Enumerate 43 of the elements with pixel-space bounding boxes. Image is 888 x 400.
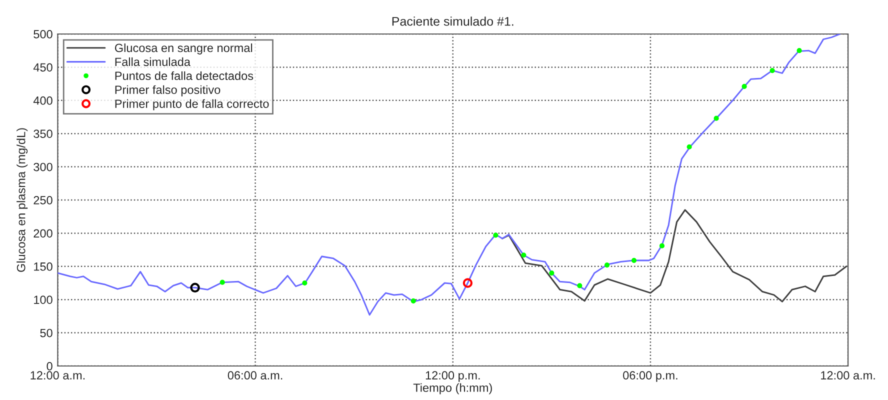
x-tick-label: 12:00 a.m. [30, 371, 85, 380]
y-tick-label: 50 [40, 328, 52, 338]
point [220, 280, 225, 285]
point [631, 258, 637, 263]
y-tick-label: 0 [46, 362, 52, 370]
line-series [58, 34, 841, 316]
legend-label: Primer punto de falla correcto [115, 99, 269, 110]
y-tick-label: 350 [34, 130, 52, 138]
y-tick-label: 400 [33, 96, 52, 105]
point [770, 68, 775, 74]
x-tick-label: 12:00 a.m. [821, 371, 875, 380]
legend-label: Puntos de falla detectados [115, 71, 254, 80]
y-tick-label: 100 [34, 296, 52, 304]
x-axis-title: Tiempo (h:mm) [413, 383, 492, 394]
y-tick-label: 150 [34, 262, 52, 271]
y-tick-label: 200 [34, 229, 52, 238]
chart-title: Paciente simulado #1. [392, 16, 514, 26]
point [796, 48, 802, 54]
point [190, 282, 200, 292]
point [604, 262, 610, 268]
point [462, 278, 473, 288]
x-tick-label: 06:00 a.m. [228, 371, 282, 380]
point [302, 280, 308, 286]
point [521, 252, 526, 258]
y-tick-label: 300 [34, 162, 52, 172]
x-tick-label: 12:00 p.m. [426, 371, 480, 382]
point [742, 84, 747, 89]
line-series [502, 209, 848, 302]
y-tick-label: 450 [33, 63, 52, 72]
point [549, 270, 554, 276]
point [659, 243, 665, 248]
point [493, 232, 498, 238]
point [410, 298, 416, 304]
point [577, 283, 582, 288]
point [686, 144, 692, 150]
x-tick-label: 06:00 p.m. [623, 371, 678, 382]
legend-label: Falla simulada [115, 57, 190, 66]
y-tick-label: 500 [34, 30, 52, 38]
y-tick-label: 250 [34, 196, 52, 204]
legend-label: Primer falso positivo [115, 85, 220, 96]
y-axis-title: Glucosa en plasma (mg/dL) [16, 128, 28, 272]
point [714, 116, 719, 121]
legend-label: Glucosa en sangre normal [114, 43, 252, 54]
